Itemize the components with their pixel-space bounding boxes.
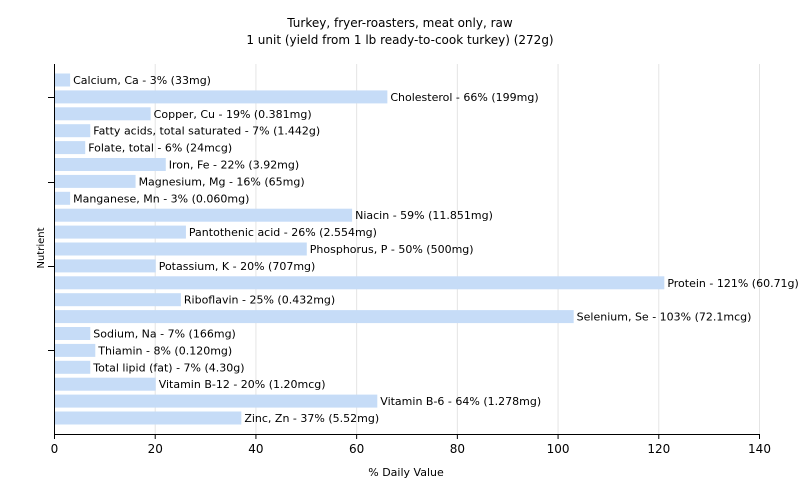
bar: [55, 276, 665, 290]
bar-label: Thiamin - 8% (0.120mg): [97, 344, 232, 357]
bar-label: Total lipid (fat) - 7% (4.30g): [92, 361, 244, 374]
x-tick-label: 140: [748, 442, 771, 456]
bar: [55, 310, 574, 324]
y-axis-label: Nutrient: [36, 227, 47, 268]
x-tick-label: 100: [547, 442, 570, 456]
chart-subtitle: 1 unit (yield from 1 lb ready-to-cook tu…: [246, 33, 553, 47]
bar-label: Magnesium, Mg - 16% (65mg): [139, 175, 305, 188]
bars: Calcium, Ca - 3% (33mg) Cholesterol - 66%…: [55, 73, 799, 425]
x-tick-label: 60: [349, 442, 364, 456]
bar: [55, 411, 242, 425]
x-tick-label: 80: [450, 442, 465, 456]
bar: [55, 242, 307, 256]
bar-label: Vitamin B-6 - 64% (1.278mg): [380, 395, 541, 408]
bar: [55, 124, 91, 138]
bar: [55, 394, 378, 408]
bar: [55, 327, 91, 340]
bar: [55, 191, 71, 205]
bar: [55, 208, 353, 222]
bar: [55, 158, 166, 171]
bar-label: Selenium, Se - 103% (72.1mcg): [577, 311, 752, 324]
bar: [55, 360, 91, 374]
bar: [55, 73, 71, 87]
x-axis-label: % Daily Value: [368, 466, 444, 479]
bar-label: Vitamin B-12 - 20% (1.20mcg): [159, 378, 326, 391]
bar-label: Pantothenic acid - 26% (2.554mg): [189, 226, 377, 239]
chart-title: Turkey, fryer-roasters, meat only, raw: [286, 16, 513, 30]
x-tick-label: 120: [647, 442, 670, 456]
bar-label: Niacin - 59% (11.851mg): [355, 209, 493, 222]
bar-label: Folate, total - 6% (24mcg): [88, 142, 232, 155]
x-tick-label: 0: [51, 442, 59, 456]
bar: [55, 377, 156, 391]
bar: [55, 90, 388, 104]
bar-label: Copper, Cu - 19% (0.381mg): [154, 108, 312, 121]
bar: [55, 141, 86, 155]
bar: [55, 343, 96, 357]
bar: [55, 174, 136, 188]
bar: [55, 259, 156, 273]
bar-label: Protein - 121% (60.71g): [667, 277, 799, 290]
bar-label: Fatty acids, total saturated - 7% (1.442…: [93, 125, 320, 138]
bar-label: Cholesterol - 66% (199mg): [390, 91, 538, 104]
bar-label: Potassium, K - 20% (707mg): [159, 260, 316, 273]
axes: 0 20 40 60 80 100 120 140: [48, 64, 771, 456]
bar-label: Phosphorus, P - 50% (500mg): [310, 243, 474, 256]
bar-label: Manganese, Mn - 3% (0.060mg): [73, 192, 249, 205]
bar: [55, 293, 181, 307]
x-tick-label: 40: [248, 442, 263, 456]
bar: [55, 225, 186, 239]
bar-label: Riboflavin - 25% (0.432mg): [184, 294, 335, 307]
bar: [55, 107, 151, 121]
x-tick-label: 20: [148, 442, 163, 456]
bar-label: Calcium, Ca - 3% (33mg): [73, 74, 211, 87]
bar-label: Zinc, Zn - 37% (5.52mg): [244, 412, 379, 425]
bar-label: Sodium, Na - 7% (166mg): [93, 328, 236, 341]
bar-label: Iron, Fe - 22% (3.92mg): [169, 159, 299, 172]
